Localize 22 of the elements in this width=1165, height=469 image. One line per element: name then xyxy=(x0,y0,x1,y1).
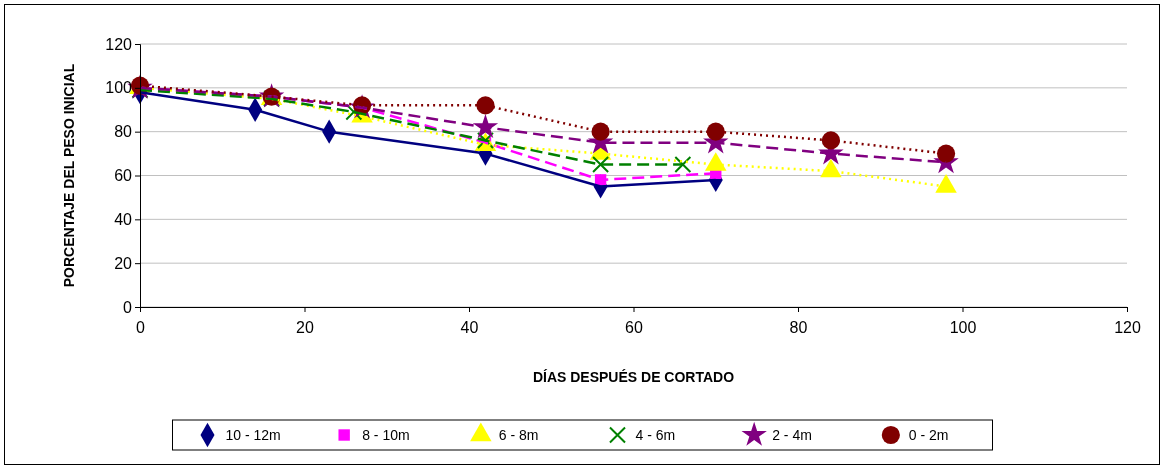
y-tick-label: 100 xyxy=(105,79,133,97)
legend-label: 8 - 10m xyxy=(362,427,410,443)
y-tick-label: 120 xyxy=(105,35,133,53)
x-axis-title: DÍAS DESPUÉS DE CORTADO xyxy=(532,369,735,385)
x-tick-label: 120 xyxy=(1114,318,1141,336)
x-tick-label: 60 xyxy=(625,318,643,336)
y-tick-label: 40 xyxy=(114,210,133,228)
y-tick-label: 80 xyxy=(114,123,133,141)
x-tick-label: 100 xyxy=(949,318,977,336)
x-tick-label: 20 xyxy=(296,318,314,336)
legend-label: 4 - 6m xyxy=(635,427,676,443)
x-tick-label: 80 xyxy=(789,318,808,336)
y-tick-label: 0 xyxy=(123,298,133,316)
y-tick-label: 60 xyxy=(114,167,133,185)
legend-label: 6 - 8m xyxy=(498,427,539,443)
legend-label: 10 - 12m xyxy=(225,427,281,443)
x-tick-label: 0 xyxy=(136,318,146,336)
y-tick-label: 20 xyxy=(114,254,133,272)
legend-label: 2 - 4m xyxy=(772,427,812,443)
y-axis-title: PORCENTAJE DEL PESO INICIAL xyxy=(61,63,77,288)
x-tick-label: 40 xyxy=(460,318,479,336)
legend-label: 0 - 2m xyxy=(908,427,949,443)
